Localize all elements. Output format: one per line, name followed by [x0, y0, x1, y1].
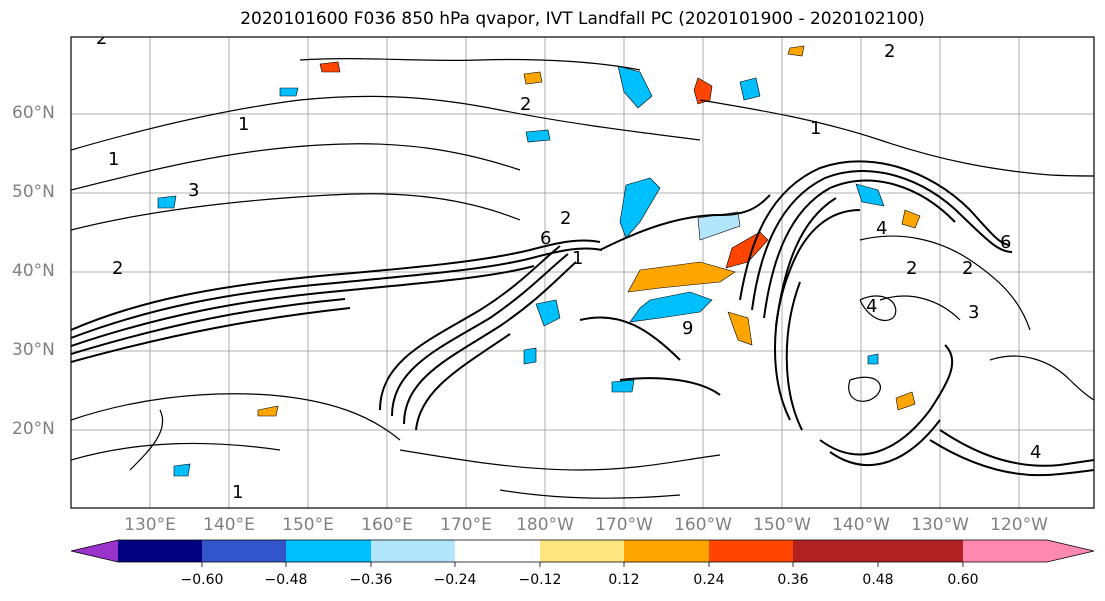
colorbar [70, 539, 1095, 567]
map-frame [70, 36, 1095, 509]
colorbar-tick-label: −0.48 [264, 572, 308, 588]
contour-label: 1 [108, 149, 119, 170]
lon-label: 160°W [674, 515, 732, 535]
lon-label: 130°W [911, 515, 969, 535]
colorbar-tick-label: 0.60 [947, 572, 979, 588]
lon-label: 180°W [516, 515, 574, 535]
colorbar-segment [202, 540, 286, 562]
contour-label: 2 [520, 94, 531, 115]
contour-label: 4 [866, 296, 877, 317]
colorbar-segment [540, 540, 624, 562]
colorbar-tick-label: −0.60 [180, 572, 224, 588]
colorbar-extend-max [963, 540, 1094, 562]
lon-label: 160°E [361, 515, 413, 535]
lon-label: 120°W [990, 515, 1048, 535]
lon-label: 130°E [124, 515, 176, 535]
map-title: 2020101600 F036 850 hPa qvapor, IVT Land… [240, 9, 925, 29]
shaded-anomalies [157, 45, 921, 477]
colorbar-tick-label: 0.48 [862, 572, 894, 588]
colorbar-tick-label: 0.24 [693, 572, 725, 588]
contour-label: 4 [1030, 442, 1041, 463]
colorbar-segment [793, 540, 878, 562]
contour-label: 4 [876, 218, 887, 239]
contour-label: 2 [112, 258, 123, 279]
contour-label: 2 [560, 208, 571, 229]
lat-label: 60°N [12, 103, 55, 123]
contour-label: 9 [682, 318, 693, 339]
contour-label: 3 [968, 302, 979, 323]
lon-label: 170°W [595, 515, 653, 535]
contour-label: 3 [188, 180, 199, 201]
map-area: 2 1 2 1 6 2 4 2 2 6 4 2 3 1 9 1 2 3 4 1 [71, 28, 1094, 508]
colorbar-extend-min [71, 540, 118, 562]
contour-label: 2 [884, 41, 895, 62]
contour-label: 2 [906, 258, 917, 279]
contour-label: 2 [96, 28, 107, 49]
lat-label: 50°N [12, 182, 55, 202]
thin-contours [71, 58, 1094, 499]
lon-label: 140°W [832, 515, 890, 535]
lon-label: 150°E [282, 515, 334, 535]
lon-label: 150°W [753, 515, 811, 535]
colorbar-segment [624, 540, 709, 562]
colorbar-segment [709, 540, 793, 562]
contour-label: 1 [238, 114, 249, 135]
colorbar-segment [371, 540, 455, 562]
colorbar-segment [878, 540, 963, 562]
contour-label: 2 [962, 258, 973, 279]
colorbar-tick-label: 0.36 [777, 572, 809, 588]
contour-label: 6 [1000, 232, 1011, 253]
colorbar-tick-label: 0.12 [608, 572, 640, 588]
lat-label: 40°N [12, 261, 55, 281]
ivt-contours [71, 160, 1094, 477]
colorbar-tick-label: −0.12 [518, 572, 562, 588]
colorbar-segment [118, 540, 202, 562]
contour-label: 1 [810, 118, 821, 139]
lat-label: 30°N [12, 340, 55, 360]
lon-label: 140°E [203, 515, 255, 535]
graticule [71, 37, 1094, 508]
contour-label: 1 [232, 482, 243, 503]
colorbar-tick-label: −0.36 [349, 572, 393, 588]
colorbar-tick-label: −0.24 [433, 572, 477, 588]
contour-label: 1 [572, 248, 583, 269]
contour-label: 6 [540, 228, 551, 249]
colorbar-segment [286, 540, 371, 562]
lon-label: 170°E [440, 515, 492, 535]
colorbar-segment [455, 540, 540, 562]
lat-label: 20°N [12, 419, 55, 439]
contour-labels: 2 1 2 1 6 2 4 2 2 6 4 2 3 1 9 1 2 3 4 1 [96, 28, 1041, 503]
